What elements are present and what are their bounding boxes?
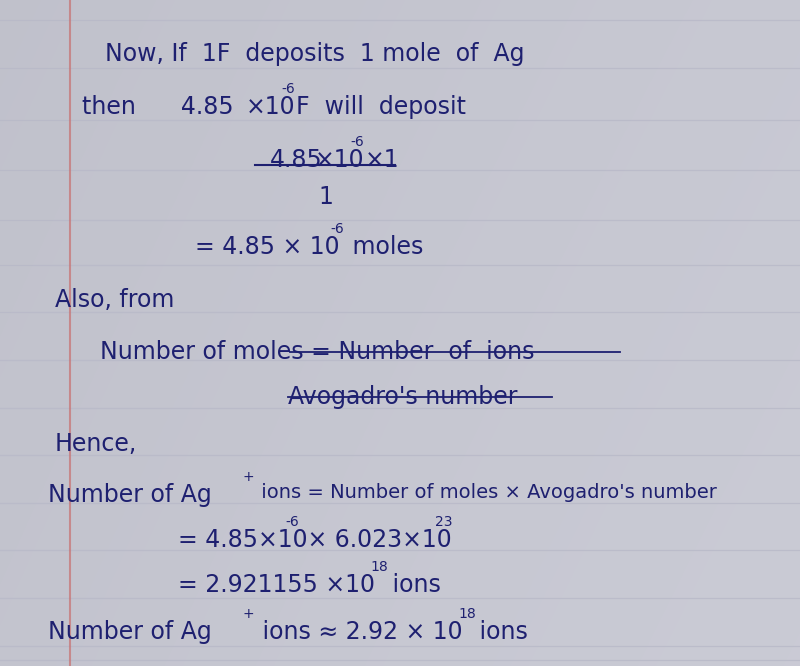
Text: 4.85: 4.85	[270, 148, 322, 172]
Text: = 2.921155 ×10: = 2.921155 ×10	[178, 573, 375, 597]
Text: Number of moles = Number  of  ions: Number of moles = Number of ions	[100, 340, 534, 364]
Text: -6: -6	[285, 515, 298, 529]
Text: 18: 18	[458, 607, 476, 621]
Text: F  will  deposit: F will deposit	[296, 95, 466, 119]
Text: then      4.85: then 4.85	[82, 95, 234, 119]
Text: Hence,: Hence,	[55, 432, 138, 456]
Text: +: +	[242, 607, 254, 621]
Text: ×10: ×10	[246, 95, 296, 119]
Text: ×10: ×10	[315, 148, 365, 172]
Text: 18: 18	[370, 560, 388, 574]
Text: Number of Ag: Number of Ag	[48, 483, 212, 507]
Text: ions ≈ 2.92 × 10: ions ≈ 2.92 × 10	[255, 620, 462, 644]
Text: 23: 23	[435, 515, 453, 529]
Text: = 4.85×10: = 4.85×10	[178, 528, 308, 552]
Text: Number of Ag: Number of Ag	[48, 620, 212, 644]
Text: × 6.023×10: × 6.023×10	[300, 528, 452, 552]
Text: ions: ions	[472, 620, 528, 644]
Text: -6: -6	[330, 222, 344, 236]
Text: Avogadro's number: Avogadro's number	[288, 385, 518, 409]
Text: ions: ions	[385, 573, 441, 597]
Text: Now, If  1F  deposits  1 mole  of  Ag: Now, If 1F deposits 1 mole of Ag	[105, 42, 525, 66]
Text: +: +	[242, 470, 254, 484]
Text: -6: -6	[350, 135, 364, 149]
Text: ×1: ×1	[365, 148, 400, 172]
Text: 1: 1	[318, 185, 333, 209]
Text: -6: -6	[281, 82, 294, 96]
Text: = 4.85 × 10: = 4.85 × 10	[195, 235, 340, 259]
Text: moles: moles	[345, 235, 423, 259]
Text: ions = Number of moles × Avogadro's number: ions = Number of moles × Avogadro's numb…	[255, 483, 717, 502]
Text: Also, from: Also, from	[55, 288, 174, 312]
